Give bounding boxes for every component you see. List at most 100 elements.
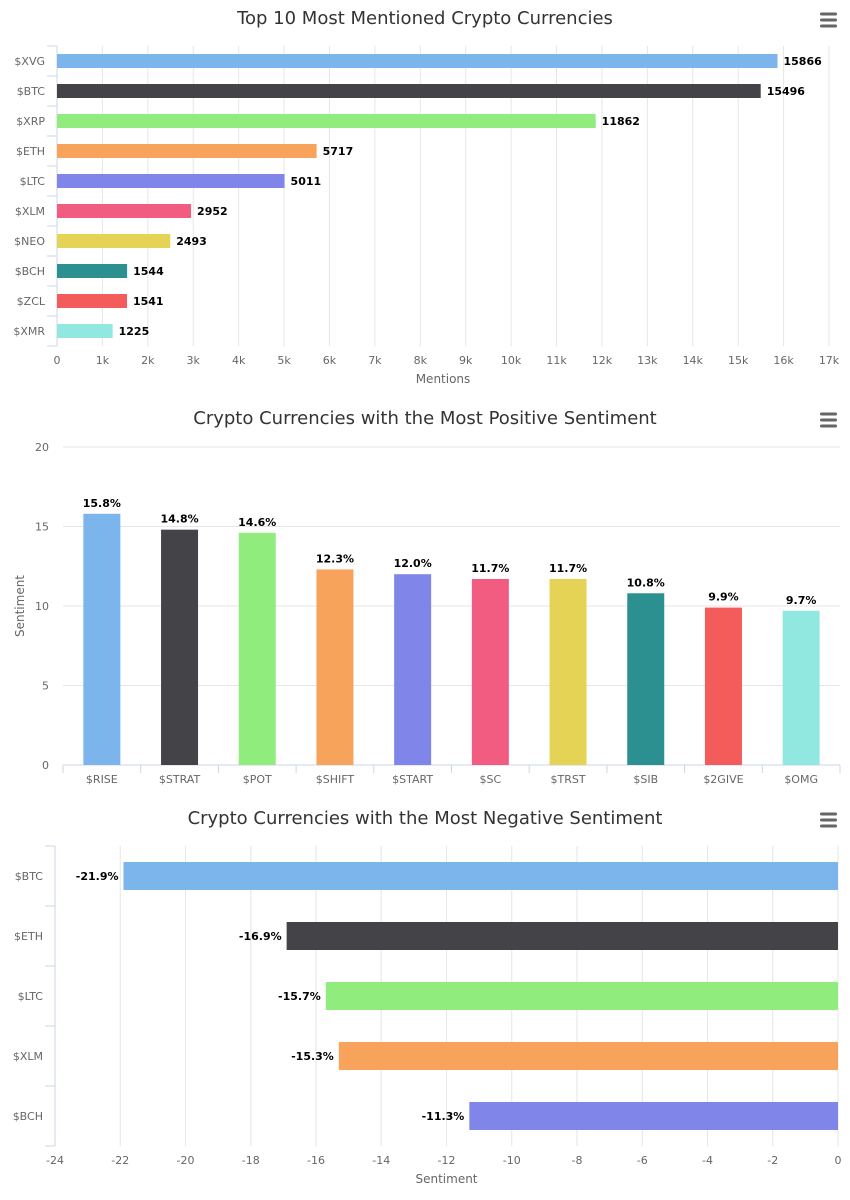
bar xyxy=(394,574,432,765)
chart-title: Crypto Currencies with the Most Positive… xyxy=(193,408,656,429)
value-axis-tick-label: 0 xyxy=(835,1154,842,1167)
category-label: $BTC xyxy=(15,870,44,883)
bar xyxy=(316,569,354,765)
value-axis-tick-label: -16 xyxy=(307,1154,325,1167)
value-axis-tick-label: -12 xyxy=(438,1154,456,1167)
hamburger-menu-icon[interactable] xyxy=(816,810,840,832)
bar xyxy=(57,234,171,248)
data-label: 11.7% xyxy=(549,562,587,575)
value-axis-tick-label: 5 xyxy=(42,680,49,693)
bar xyxy=(704,607,742,765)
value-axis-tick-label: 20 xyxy=(35,441,49,454)
category-label: $SHIFT xyxy=(316,773,355,786)
category-label: $NEO xyxy=(14,235,45,248)
value-axis-tick-label: -8 xyxy=(572,1154,583,1167)
chart-title: Top 10 Most Mentioned Crypto Currencies xyxy=(236,8,613,29)
value-axis-tick-label: 6k xyxy=(323,354,337,367)
bar xyxy=(83,513,121,765)
value-axis-tick-label: 4k xyxy=(232,354,246,367)
value-axis-tick-label: -24 xyxy=(46,1154,64,1167)
bar xyxy=(161,529,199,765)
value-axis-tick-label: 14k xyxy=(683,354,704,367)
value-axis-tick-label: 10 xyxy=(35,600,49,613)
category-label: $START xyxy=(392,773,433,786)
value-axis-title: Sentiment xyxy=(415,1172,477,1186)
category-label: $XVG xyxy=(14,55,45,68)
value-axis-tick-label: 17k xyxy=(819,354,840,367)
data-label: 5011 xyxy=(291,175,322,188)
category-label: $ETH xyxy=(14,930,43,943)
bar xyxy=(238,532,276,765)
value-axis-tick-label: -6 xyxy=(637,1154,648,1167)
data-label: 12.0% xyxy=(394,557,432,570)
data-label: -15.3% xyxy=(291,1050,334,1063)
data-label: 11862 xyxy=(602,115,640,128)
category-label: $BCH xyxy=(13,1110,43,1123)
category-label: $RISE xyxy=(86,773,118,786)
chart-title: Crypto Currencies with the Most Negative… xyxy=(188,808,663,829)
value-axis-tick-label: -18 xyxy=(242,1154,260,1167)
data-label: 9.9% xyxy=(708,591,739,604)
bar xyxy=(549,578,587,765)
data-label: 15496 xyxy=(767,85,806,98)
data-label: 15866 xyxy=(784,55,823,68)
category-label: $XLM xyxy=(13,1050,43,1063)
value-axis-tick-label: 8k xyxy=(414,354,428,367)
category-label: $BCH xyxy=(15,265,45,278)
bar xyxy=(469,1102,838,1130)
data-label: -15.7% xyxy=(278,990,321,1003)
value-axis-tick-label: -10 xyxy=(503,1154,521,1167)
value-axis-tick-label: 2k xyxy=(141,354,155,367)
value-axis-tick-label: 15 xyxy=(35,521,49,534)
value-axis-tick-label: 15k xyxy=(728,354,749,367)
positive-sentiment-chart-svg: Crypto Currencies with the Most Positive… xyxy=(13,408,841,786)
positive-sentiment-chart: Crypto Currencies with the Most Positive… xyxy=(0,400,850,800)
value-axis-tick-label: -4 xyxy=(702,1154,713,1167)
value-axis-tick-label: 11k xyxy=(546,354,567,367)
bar xyxy=(123,862,838,890)
data-label: 11.7% xyxy=(471,562,509,575)
data-label: -21.9% xyxy=(76,870,119,883)
data-label: 1541 xyxy=(133,295,164,308)
bar xyxy=(57,174,285,188)
hamburger-menu-icon[interactable] xyxy=(816,10,840,32)
value-axis-tick-label: 12k xyxy=(592,354,613,367)
data-label: 14.6% xyxy=(238,516,276,529)
bar xyxy=(57,264,128,278)
bar xyxy=(338,1042,838,1070)
category-label: $LTC xyxy=(18,990,44,1003)
value-axis-tick-label: 10k xyxy=(501,354,522,367)
category-label: $2GIVE xyxy=(703,773,743,786)
value-axis-tick-label: -2 xyxy=(767,1154,778,1167)
data-label: -16.9% xyxy=(239,930,282,943)
data-label: 2952 xyxy=(197,205,228,218)
bar xyxy=(471,578,509,765)
bar xyxy=(627,593,665,765)
category-label: $OMG xyxy=(784,773,818,786)
bar xyxy=(57,294,127,308)
negative-sentiment-chart: Crypto Currencies with the Most Negative… xyxy=(0,800,850,1200)
data-label: 14.8% xyxy=(160,513,198,526)
bar xyxy=(57,84,761,98)
category-label: $ZCL xyxy=(17,295,46,308)
data-label: 9.7% xyxy=(786,594,817,607)
category-label: $POT xyxy=(243,773,272,786)
value-axis-tick-label: 5k xyxy=(277,354,291,367)
value-axis-tick-label: 13k xyxy=(637,354,658,367)
data-label: 1544 xyxy=(133,265,164,278)
bar xyxy=(57,54,778,68)
value-axis-tick-label: 3k xyxy=(187,354,201,367)
bar xyxy=(57,144,317,158)
value-axis-tick-label: 0 xyxy=(54,354,61,367)
data-label: 15.8% xyxy=(83,497,121,510)
category-label: $ETH xyxy=(16,145,45,158)
category-label: $LTC xyxy=(20,175,46,188)
bar xyxy=(57,324,113,338)
data-label: -11.3% xyxy=(422,1110,465,1123)
category-label: $XRP xyxy=(16,115,45,128)
data-label: 1225 xyxy=(119,325,150,338)
category-label: $XLM xyxy=(15,205,45,218)
value-axis-tick-label: -22 xyxy=(111,1154,129,1167)
hamburger-menu-icon[interactable] xyxy=(816,410,840,432)
value-axis-tick-label: -14 xyxy=(372,1154,390,1167)
